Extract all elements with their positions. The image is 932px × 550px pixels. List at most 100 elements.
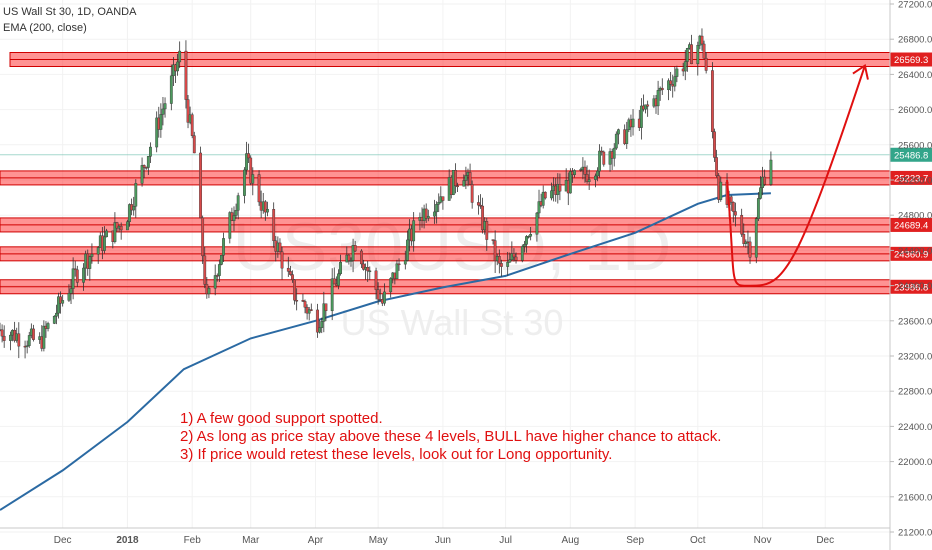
candle-body [508, 259, 512, 263]
ema-200-path [0, 192, 771, 511]
candle-body [155, 117, 159, 148]
candle-body [711, 70, 714, 132]
time-tick-label: Oct [690, 535, 706, 546]
candle-body [715, 157, 718, 176]
candle-body [213, 275, 217, 289]
candle-body [228, 212, 232, 239]
candle-body [32, 328, 35, 340]
candle-body [612, 147, 616, 159]
price-tick-label: 24400.0 [898, 246, 932, 257]
price-tick-label: 23600.0 [898, 316, 932, 327]
indicator-label: EMA (200, close) [3, 22, 87, 34]
candle-body [320, 321, 324, 328]
candle-body [337, 273, 340, 286]
price-tick-label: 24800.0 [898, 211, 932, 222]
level-price-label: 24689.4 [894, 220, 928, 231]
candle-body [144, 167, 148, 169]
candle-body [696, 45, 700, 65]
candle-body [525, 236, 528, 245]
price-tick-label: 21600.0 [898, 492, 932, 503]
candle-body [514, 256, 518, 261]
candle-body [288, 271, 292, 275]
candle-body [71, 268, 75, 289]
candle-body [617, 129, 620, 135]
price-tick-label: 26400.0 [898, 70, 932, 81]
candle-body [631, 118, 635, 128]
candles [0, 28, 773, 359]
candle-body [579, 169, 583, 171]
candle-body [485, 221, 489, 240]
candle-body [500, 263, 503, 267]
candle-body [433, 211, 436, 217]
candle-body [441, 196, 445, 201]
candle-body [673, 76, 677, 87]
projection-arrow [726, 63, 869, 287]
candle-body [82, 267, 85, 283]
candle-body [203, 255, 207, 285]
last-price-label: 25486.8 [894, 150, 928, 161]
candle-body [103, 236, 106, 251]
time-tick-label: 2018 [116, 535, 139, 546]
candle-body [105, 230, 108, 238]
candle-body [27, 335, 31, 346]
candle-body [763, 176, 767, 185]
candle-body [243, 169, 246, 196]
candle-body [568, 171, 572, 194]
candle-body [52, 316, 56, 324]
candle-body [146, 156, 150, 168]
candle-body [351, 245, 355, 261]
candle-body [512, 253, 516, 258]
candle-body [303, 301, 307, 308]
candle-body [280, 251, 284, 269]
candle-body [234, 210, 238, 216]
candle-body [163, 103, 167, 110]
candle-body [55, 312, 58, 317]
candle-body [537, 201, 541, 214]
watermark-name: US Wall St 30 [341, 302, 564, 343]
level-price-label: 26569.3 [894, 55, 928, 66]
time-tick-label: Apr [308, 535, 324, 546]
candle-body [201, 217, 205, 257]
time-tick-label: Sep [626, 535, 644, 546]
candle-body [456, 185, 459, 188]
candle-body [184, 50, 188, 100]
candle-body [583, 166, 587, 175]
candle-body [169, 75, 173, 104]
candle-body [491, 239, 495, 241]
candle-body [215, 275, 219, 277]
candle-body [161, 108, 165, 115]
candle-body [759, 187, 762, 199]
candle-body [683, 61, 687, 72]
candle-body [690, 44, 693, 65]
time-tick-label: Aug [561, 535, 579, 546]
candle-body [462, 180, 466, 187]
candle-body [360, 250, 363, 265]
candle-body [740, 214, 744, 235]
time-axis: Dec 2018 Feb Mar Apr May Jun Jul Aug Sep Oct Nov Dec [0, 527, 890, 546]
candle-body [330, 278, 334, 312]
candle-body [639, 105, 643, 128]
candle-body [192, 135, 196, 154]
candle-body [46, 323, 50, 329]
candle-body [176, 61, 179, 72]
candle-body [57, 296, 60, 314]
candle-body [656, 90, 660, 107]
candle-body [395, 263, 399, 280]
candle-body [347, 254, 351, 261]
candle-body [199, 152, 202, 219]
candle-body [126, 221, 129, 231]
candle-body [742, 233, 746, 244]
candle-body [594, 175, 597, 180]
candle-body [702, 43, 706, 59]
projection-arrowhead-icon [852, 63, 869, 80]
price-tick-label: 25200.0 [898, 176, 932, 187]
candle-body [424, 208, 428, 219]
candle-body [75, 269, 79, 283]
candle-body [257, 174, 261, 203]
candle-body [543, 191, 547, 199]
level-price-label: 24360.9 [894, 249, 928, 260]
candle-body [140, 165, 144, 184]
candle-body [769, 159, 773, 185]
price-axis: 27200.0 26800.0 26400.0 26000.0 25600.0 25200… [889, 0, 932, 550]
candle-body [42, 325, 46, 349]
